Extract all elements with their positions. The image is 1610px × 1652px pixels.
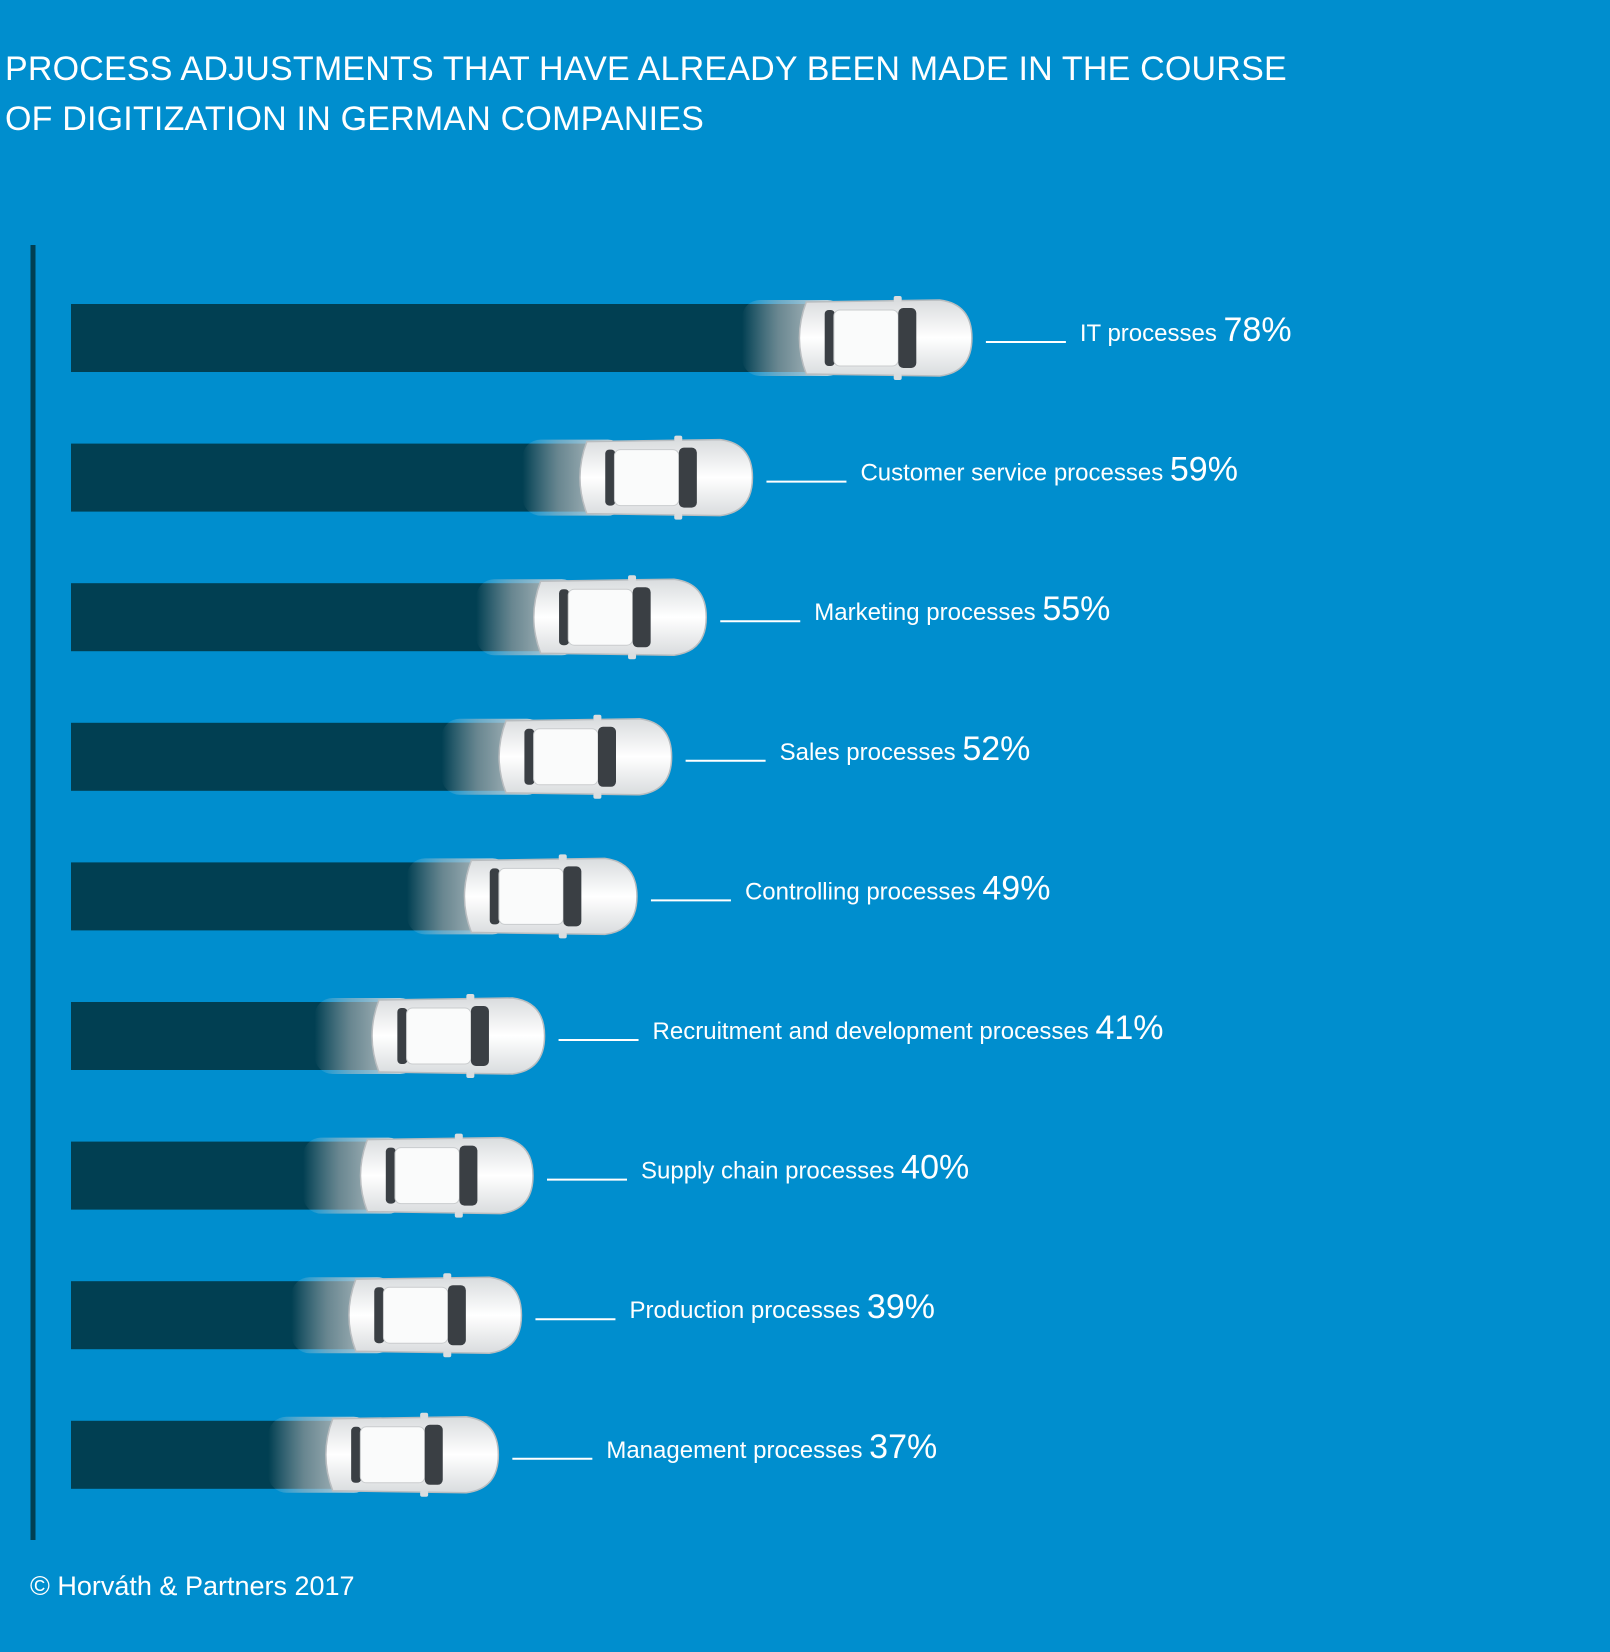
car-top-view-icon (268, 1412, 500, 1497)
car-top-view-icon (406, 854, 638, 939)
chart-title-line-1: PROCESS ADJUSTMENTS THAT HAVE ALREADY BE… (5, 50, 1287, 88)
chart-title: PROCESS ADJUSTMENTS THAT HAVE ALREADY BE… (5, 44, 1405, 144)
car-mirror (593, 714, 602, 721)
car-mirror (593, 792, 602, 799)
car-roof (382, 1286, 449, 1344)
bar-row: Customer service processes 59% (71, 435, 1238, 520)
bar-label: Production processes 39% (629, 1288, 935, 1326)
bar-label: Recruitment and development processes 41… (653, 1009, 1164, 1047)
bar-label: Sales processes 52% (780, 730, 1031, 768)
value-label: 37% (869, 1428, 937, 1466)
car-top-view-icon (314, 994, 546, 1078)
value-label: 78% (1224, 311, 1292, 349)
car-windshield (898, 308, 917, 368)
car-roof (406, 1007, 472, 1065)
car-roof (359, 1426, 426, 1484)
car-rear-window (489, 868, 500, 925)
bar-row: Production processes 39% (71, 1273, 935, 1358)
value-label: 39% (867, 1288, 935, 1326)
category-label: Customer service processes (860, 460, 1169, 487)
car-rear-window (385, 1147, 396, 1204)
car-windshield (598, 726, 616, 787)
car-top-view-icon (476, 575, 708, 660)
car-rear-window (605, 449, 616, 506)
car-rear-window (559, 589, 570, 646)
value-label: 59% (1170, 451, 1238, 489)
car-windshield (563, 866, 582, 927)
car-top-view-icon (441, 714, 673, 799)
bar-row: Recruitment and development processes 41… (71, 994, 1164, 1078)
car-mirror (420, 1412, 429, 1419)
car-roof (533, 728, 599, 786)
bar-label: Supply chain processes 40% (641, 1149, 969, 1187)
bar-row: IT processes 78% (71, 296, 1292, 380)
bar-label: Marketing processes 55% (814, 590, 1110, 628)
car-mirror (443, 1273, 452, 1280)
car-rear-window (351, 1426, 362, 1483)
car-rear-window (397, 1008, 408, 1064)
bar-label: Management processes 37% (606, 1428, 937, 1466)
car-mirror (454, 1133, 463, 1140)
bar-row: Management processes 37% (71, 1412, 937, 1497)
car-windshield (447, 1285, 466, 1346)
bar-label: IT processes 78% (1080, 311, 1292, 349)
car-rear-window (374, 1287, 385, 1344)
car-mirror (454, 1211, 463, 1218)
category-label: Recruitment and development processes (653, 1018, 1096, 1045)
car-mirror (443, 1351, 452, 1358)
car-mirror (674, 435, 683, 442)
car-mirror (674, 513, 683, 520)
copyright-notice: © Horváth & Partners 2017 (30, 1571, 355, 1601)
bar-row: Controlling processes 49% (71, 854, 1051, 939)
car-roof (613, 449, 680, 507)
chart-title-line-2: OF DIGITIZATION IN GERMAN COMPANIES (5, 100, 704, 138)
value-label: 52% (962, 730, 1030, 768)
category-label: Production processes (629, 1297, 866, 1324)
car-rear-window (824, 310, 835, 366)
category-label: Marketing processes (814, 599, 1042, 626)
car-mirror (893, 296, 902, 302)
bar-row: Marketing processes 55% (71, 575, 1110, 660)
car-top-view-icon (291, 1273, 523, 1358)
value-label: 40% (901, 1149, 969, 1187)
bar-label: Controlling processes 49% (745, 869, 1051, 907)
car-mirror (466, 1072, 475, 1078)
car-mirror (420, 1490, 429, 1497)
car-roof (394, 1147, 460, 1205)
car-mirror (558, 854, 567, 861)
car-windshield (424, 1424, 443, 1485)
car-roof (567, 588, 634, 646)
car-top-view-icon (741, 296, 973, 380)
category-label: IT processes (1080, 320, 1224, 347)
car-roof (833, 309, 899, 367)
bar-label: Customer service processes 59% (860, 451, 1237, 489)
car-mirror (558, 932, 567, 939)
bar-row: Sales processes 52% (71, 714, 1031, 799)
value-label: 41% (1095, 1009, 1163, 1047)
car-top-view-icon (522, 435, 754, 520)
car-windshield (678, 447, 697, 508)
car-windshield (470, 1006, 489, 1066)
car-mirror (466, 994, 475, 1000)
category-label: Sales processes (780, 739, 963, 766)
value-label: 49% (982, 869, 1050, 907)
category-label: Controlling processes (745, 878, 982, 905)
category-label: Supply chain processes (641, 1158, 901, 1185)
car-mirror (628, 575, 637, 582)
car-mirror (628, 653, 637, 660)
category-label: Management processes (606, 1437, 869, 1464)
car-windshield (459, 1145, 478, 1206)
bar-row: Supply chain processes 40% (71, 1133, 969, 1218)
car-rear-window (524, 728, 535, 785)
value-label: 55% (1042, 590, 1110, 628)
car-windshield (632, 587, 651, 648)
car-top-view-icon (303, 1133, 534, 1218)
bars-group: IT processes 78% Customer service process… (71, 296, 1292, 1497)
car-mirror (893, 374, 902, 380)
car-roof (498, 867, 564, 925)
